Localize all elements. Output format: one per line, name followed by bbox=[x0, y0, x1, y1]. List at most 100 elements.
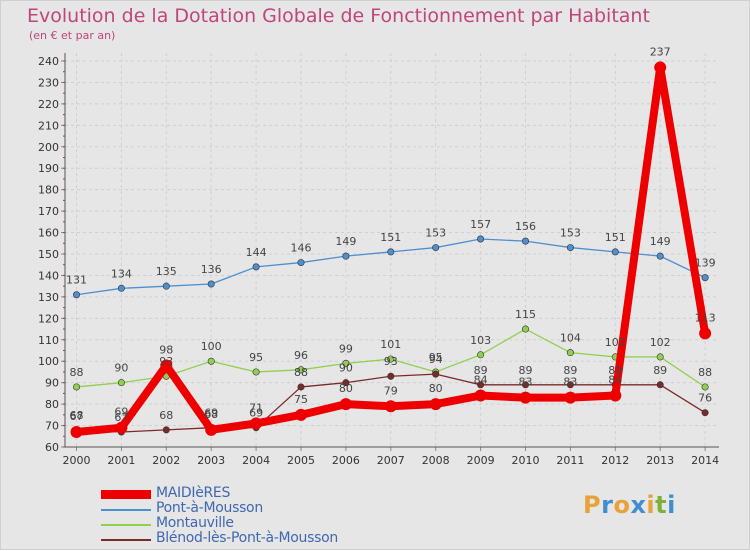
data-label-1: 136 bbox=[201, 263, 222, 276]
data-point-3 bbox=[656, 381, 664, 389]
y-tick-label: 180 bbox=[38, 184, 59, 197]
data-point-3 bbox=[432, 370, 440, 378]
data-label-0: 79 bbox=[384, 384, 398, 397]
logo-letter: i bbox=[646, 491, 656, 519]
data-point-2 bbox=[297, 366, 305, 374]
data-label-3: 89 bbox=[653, 364, 667, 377]
chart-title: Evolution de la Dotation Globale de Fonc… bbox=[27, 5, 650, 27]
data-point-1 bbox=[297, 259, 305, 267]
data-point-0 bbox=[699, 327, 712, 340]
y-tick-label: 140 bbox=[38, 269, 59, 282]
data-label-2: 103 bbox=[470, 334, 491, 347]
data-label-1: 149 bbox=[335, 235, 356, 248]
y-tick-label: 130 bbox=[38, 291, 59, 304]
legend-item-blenod: Blénod-lès-Pont-à-Mousson bbox=[101, 530, 401, 547]
data-label-3: 94 bbox=[429, 353, 443, 366]
data-label-3: 88 bbox=[294, 366, 308, 379]
x-tick-label: 2011 bbox=[556, 454, 584, 467]
y-tick-label: 150 bbox=[38, 248, 59, 261]
legend-swatch-pont-a-mousson bbox=[101, 509, 151, 511]
data-label-3: 68 bbox=[159, 409, 173, 422]
data-point-0 bbox=[205, 423, 218, 436]
y-tick-label: 230 bbox=[38, 76, 59, 89]
data-point-2 bbox=[521, 325, 529, 333]
y-tick-label: 70 bbox=[45, 420, 59, 433]
data-label-0: 68 bbox=[204, 408, 218, 421]
data-label-0: 83 bbox=[519, 376, 533, 389]
data-label-2: 115 bbox=[515, 308, 536, 321]
logo-letter: o bbox=[613, 491, 631, 519]
data-label-3: 89 bbox=[519, 364, 533, 377]
data-label-0: 83 bbox=[563, 376, 577, 389]
legend-item-pont-a-mousson: Pont-à-Mousson bbox=[101, 500, 401, 517]
data-point-1 bbox=[656, 252, 664, 260]
data-point-2 bbox=[252, 368, 260, 376]
data-label-3: 89 bbox=[563, 364, 577, 377]
data-label-1: 131 bbox=[66, 274, 87, 287]
data-label-0: 84 bbox=[474, 374, 488, 387]
data-label-2: 95 bbox=[249, 351, 263, 364]
data-label-2: 102 bbox=[605, 336, 626, 349]
data-label-2: 88 bbox=[70, 366, 84, 379]
data-label-2: 90 bbox=[114, 362, 128, 375]
data-point-1 bbox=[701, 274, 709, 282]
legend-swatch-maidieres bbox=[101, 490, 151, 499]
legend-label-maidieres: MAIDIèRES bbox=[156, 485, 231, 501]
data-point-2 bbox=[477, 351, 485, 359]
data-point-2 bbox=[387, 355, 395, 363]
x-tick-label: 2002 bbox=[152, 454, 180, 467]
data-label-3: 69 bbox=[249, 407, 263, 420]
data-point-0 bbox=[654, 61, 667, 74]
data-label-1: 144 bbox=[246, 246, 267, 259]
legend-item-montauville: Montauville bbox=[101, 515, 401, 532]
data-label-0: 80 bbox=[339, 382, 353, 395]
data-point-3 bbox=[477, 381, 485, 389]
y-tick-label: 190 bbox=[38, 162, 59, 175]
x-tick-label: 2014 bbox=[691, 454, 719, 467]
data-label-1: 153 bbox=[425, 227, 446, 240]
proxiti-logo: Proxiti bbox=[583, 491, 676, 519]
data-point-1 bbox=[477, 235, 485, 243]
y-tick-label: 110 bbox=[38, 334, 59, 347]
data-point-0 bbox=[70, 425, 83, 438]
data-point-0 bbox=[429, 398, 442, 411]
data-point-0 bbox=[295, 408, 307, 421]
data-label-2: 95 bbox=[429, 351, 443, 364]
data-point-0 bbox=[160, 359, 173, 372]
x-tick-label: 2008 bbox=[422, 454, 450, 467]
data-point-0 bbox=[519, 391, 532, 404]
data-label-0: 69 bbox=[114, 406, 128, 419]
data-point-3 bbox=[162, 426, 170, 434]
data-label-1: 135 bbox=[156, 265, 177, 278]
x-tick-label: 2005 bbox=[287, 454, 315, 467]
logo-letter: r bbox=[601, 491, 614, 519]
legend-label-blenod: Blénod-lès-Pont-à-Mousson bbox=[156, 530, 338, 546]
data-point-1 bbox=[521, 237, 529, 245]
x-tick-label: 2003 bbox=[197, 454, 225, 467]
data-point-1 bbox=[73, 291, 81, 299]
data-label-2: 93 bbox=[159, 355, 173, 368]
data-point-1 bbox=[207, 280, 215, 288]
data-point-0 bbox=[339, 398, 352, 411]
legend-label-pont-a-mousson: Pont-à-Mousson bbox=[156, 500, 263, 516]
data-label-2: 104 bbox=[560, 332, 581, 345]
data-label-0: 67 bbox=[70, 410, 84, 423]
y-tick-label: 80 bbox=[45, 398, 59, 411]
data-label-3: 69 bbox=[204, 407, 218, 420]
legend-swatch-blenod bbox=[101, 539, 151, 541]
y-tick-label: 120 bbox=[38, 312, 59, 325]
data-point-3 bbox=[701, 409, 709, 417]
data-point-0 bbox=[474, 389, 487, 402]
data-point-1 bbox=[117, 284, 125, 292]
data-label-3: 76 bbox=[698, 392, 712, 405]
y-tick-label: 160 bbox=[38, 227, 59, 240]
data-point-1 bbox=[432, 244, 440, 252]
data-label-0: 84 bbox=[608, 374, 622, 387]
data-point-0 bbox=[250, 417, 263, 430]
y-tick-label: 100 bbox=[38, 355, 59, 368]
data-point-2 bbox=[117, 379, 125, 387]
logo-letter: t bbox=[655, 491, 668, 519]
data-point-1 bbox=[611, 248, 619, 256]
